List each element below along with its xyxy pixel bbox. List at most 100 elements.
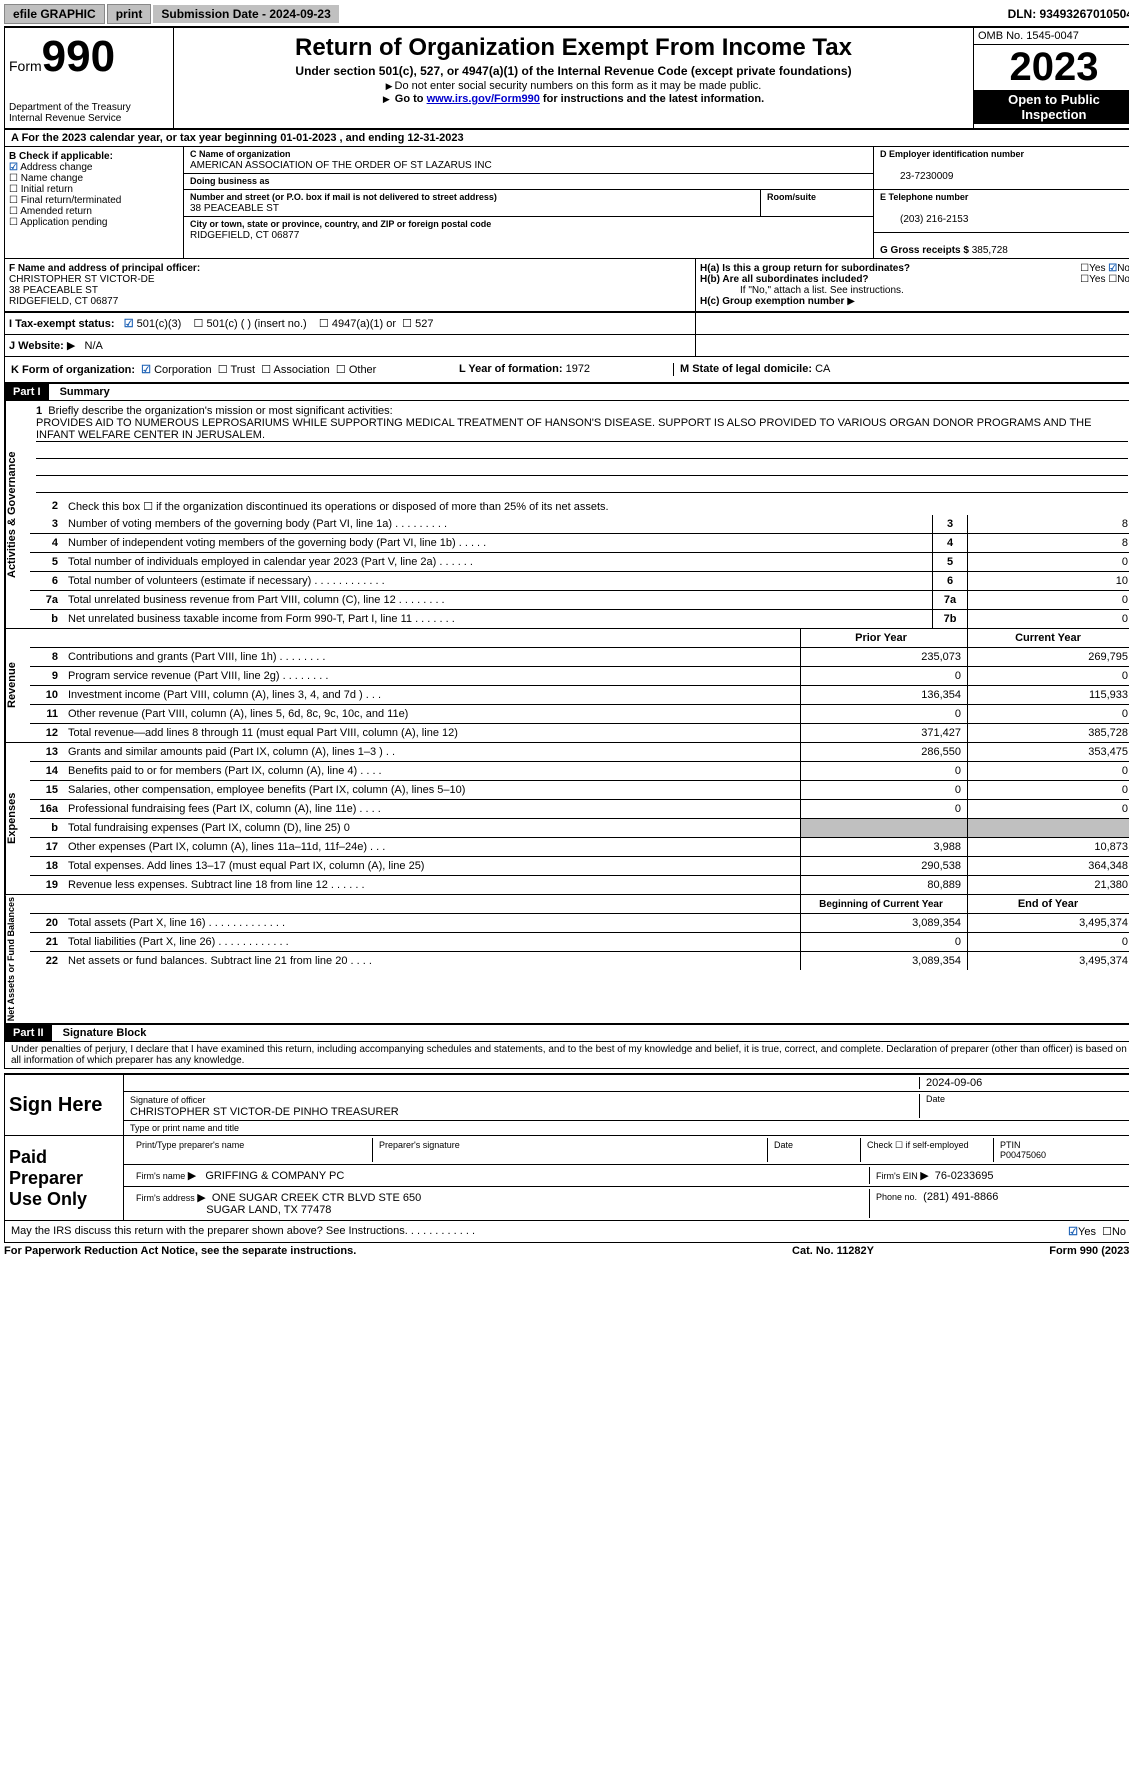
prior-year-hdr: Prior Year: [800, 629, 967, 647]
vtab-revenue: Revenue: [5, 629, 30, 742]
org-name: AMERICAN ASSOCIATION OF THE ORDER OF ST …: [190, 160, 492, 171]
summary-line: 10Investment income (Part VIII, column (…: [30, 686, 1129, 705]
state-domicile: M State of legal domicile: CA: [674, 363, 1128, 376]
firm-phone-label: Phone no.: [876, 1192, 917, 1202]
firm-ein: 76-0233695: [935, 1170, 994, 1182]
header-left: Form990 Department of the Treasury Inter…: [5, 28, 174, 128]
room-label: Room/suite: [767, 192, 816, 202]
vtab-netassets: Net Assets or Fund Balances: [5, 895, 30, 1023]
street: 38 PEACEABLE ST: [190, 203, 279, 214]
type-name-label: Type or print name and title: [124, 1121, 1129, 1135]
footer-right: Form 990 (2023): [933, 1245, 1129, 1257]
phone-e: (203) 216-2153: [880, 214, 968, 225]
gross-label: G Gross receipts $: [880, 245, 969, 256]
firm-addr1: ONE SUGAR CREEK CTR BLVD STE 650: [212, 1192, 421, 1204]
revenue-section: Revenue Prior Year Current Year 8Contrib…: [5, 629, 1129, 743]
checkbox-item: ☐ Name change: [9, 173, 179, 184]
dba-label: Doing business as: [190, 176, 270, 186]
summary-line: 5Total number of individuals employed in…: [30, 553, 1129, 572]
omb-number: OMB No. 1545-0047: [974, 28, 1129, 45]
summary-line: 11Other revenue (Part VIII, column (A), …: [30, 705, 1129, 724]
city-label: City or town, state or province, country…: [190, 219, 491, 229]
street-label: Number and street (or P.O. box if mail i…: [190, 192, 497, 202]
row-j: J Website: ▶ N/A: [5, 335, 1129, 357]
header-middle: Return of Organization Exempt From Incom…: [174, 28, 974, 128]
form-body: Form990 Department of the Treasury Inter…: [4, 26, 1129, 1069]
firm-addr-label: Firm's address: [136, 1193, 197, 1203]
form-subtitle: Under section 501(c), 527, or 4947(a)(1)…: [178, 64, 969, 78]
begin-year-hdr: Beginning of Current Year: [800, 895, 967, 913]
summary-line: 22Net assets or fund balances. Subtract …: [30, 952, 1129, 970]
line-2: Check this box ☐ if the organization dis…: [64, 498, 1129, 515]
col-d: D Employer identification number 23-7230…: [874, 147, 1129, 258]
end-year-hdr: End of Year: [967, 895, 1129, 913]
website-label: J Website:: [9, 340, 64, 352]
summary-line: 21Total liabilities (Part X, line 26) . …: [30, 933, 1129, 952]
city-state-zip: RIDGEFIELD, CT 06877: [190, 230, 299, 241]
checkbox-item: ☐ Application pending: [9, 217, 179, 228]
summary-line: 14Benefits paid to or for members (Part …: [30, 762, 1129, 781]
page-footer: For Paperwork Reduction Act Notice, see …: [4, 1243, 1129, 1259]
summary-line: 8Contributions and grants (Part VIII, li…: [30, 648, 1129, 667]
topbar: efile GRAPHIC print Submission Date - 20…: [4, 4, 1129, 24]
col-f: F Name and address of principal officer:…: [5, 259, 696, 311]
summary-line: 9Program service revenue (Part VIII, lin…: [30, 667, 1129, 686]
ssn-warning: Do not enter social security numbers on …: [178, 80, 969, 92]
col-h: H(a) Is this a group return for subordin…: [696, 259, 1129, 311]
summary-line: 20Total assets (Part X, line 16) . . . .…: [30, 914, 1129, 933]
summary-line: 15Salaries, other compensation, employee…: [30, 781, 1129, 800]
form-org-label: K Form of organization:: [11, 364, 135, 376]
section-fh: F Name and address of principal officer:…: [5, 259, 1129, 313]
efile-button[interactable]: efile GRAPHIC: [4, 4, 105, 24]
checkbox-item: ☐ Amended return: [9, 206, 179, 217]
signature-block: Sign Here 2024-09-06 Signature of office…: [4, 1073, 1129, 1243]
net-assets-section: Net Assets or Fund Balances Beginning of…: [5, 895, 1129, 1025]
prep-date-label: Date: [768, 1138, 861, 1162]
discuss-answer: ☑Yes ☐No: [1068, 1225, 1126, 1238]
print-button[interactable]: print: [107, 4, 152, 24]
checkbox-item: ☐ Final return/terminated: [9, 195, 179, 206]
form-number: 990: [42, 32, 115, 81]
col-c: C Name of organization AMERICAN ASSOCIAT…: [184, 147, 874, 258]
firm-name: GRIFFING & COMPANY PC: [205, 1170, 344, 1182]
year-formation: L Year of formation: 1972: [459, 363, 674, 376]
summary-line: 4Number of independent voting members of…: [30, 534, 1129, 553]
firm-phone: (281) 491-8866: [923, 1191, 998, 1203]
firm-name-label: Firm's name: [136, 1171, 188, 1181]
part2-header: Part II Signature Block: [5, 1025, 1129, 1042]
vtab-expenses: Expenses: [5, 743, 30, 894]
prep-sig-label: Preparer's signature: [373, 1138, 768, 1162]
chk-501c3: ☑: [124, 318, 134, 330]
header-right: OMB No. 1545-0047 2023 Open to Public In…: [974, 28, 1129, 128]
summary-line: 18Total expenses. Add lines 13–17 (must …: [30, 857, 1129, 876]
checkbox-item: ☑ Address change: [9, 162, 179, 173]
officer-addr2: RIDGEFIELD, CT 06877: [9, 296, 118, 307]
summary-line: 3Number of voting members of the governi…: [30, 515, 1129, 534]
col-b-label: B Check if applicable:: [9, 151, 179, 162]
instructions-line: Go to www.irs.gov/Form990 for instructio…: [178, 93, 969, 105]
ha-label: H(a) Is this a group return for subordin…: [700, 263, 910, 274]
open-public: Open to Public Inspection: [974, 90, 1129, 124]
officer-name: CHRISTOPHER ST VICTOR-DE: [9, 274, 155, 285]
gross-receipts: 385,728: [972, 245, 1008, 256]
ein-label: D Employer identification number: [880, 149, 1024, 159]
expenses-section: Expenses 13Grants and similar amounts pa…: [5, 743, 1129, 895]
irs-link[interactable]: www.irs.gov/Form990: [427, 93, 540, 105]
part1-header: Part I Summary: [5, 384, 1129, 401]
form-header: Form990 Department of the Treasury Inter…: [5, 28, 1129, 130]
ptin-label: PTIN: [1000, 1140, 1021, 1150]
ha-answer: ☐Yes ☑No: [1080, 263, 1129, 274]
date-label: Date: [920, 1094, 1126, 1118]
footer-mid: Cat. No. 11282Y: [733, 1245, 933, 1257]
current-year-hdr: Current Year: [967, 629, 1129, 647]
hc-label: H(c) Group exemption number: [700, 296, 844, 307]
summary-line: 19Revenue less expenses. Subtract line 1…: [30, 876, 1129, 894]
summary-line: bNet unrelated business taxable income f…: [30, 610, 1129, 628]
checkbox-item: ☐ Initial return: [9, 184, 179, 195]
tax-status-label: I Tax-exempt status:: [9, 318, 115, 330]
form-title: Return of Organization Exempt From Incom…: [178, 34, 969, 62]
row-i: I Tax-exempt status: ☑ 501(c)(3) ☐ 501(c…: [5, 313, 1129, 335]
row-k: K Form of organization: ☑ Corporation ☐ …: [5, 357, 1129, 384]
officer-addr1: 38 PEACEABLE ST: [9, 285, 98, 296]
summary-line: 12Total revenue—add lines 8 through 11 (…: [30, 724, 1129, 742]
